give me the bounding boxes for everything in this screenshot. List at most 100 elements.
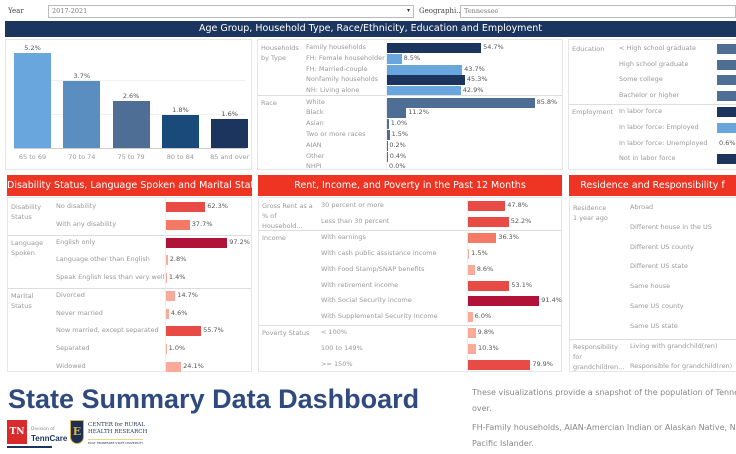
bar: [166, 326, 202, 337]
bar-value: 52.2%: [510, 216, 532, 225]
age-bar: [112, 100, 150, 148]
bar-value: 62.3%: [207, 202, 228, 210]
bar-value: 53.1%: [511, 280, 533, 289]
age-group-chart: 5.2% 65 to 69 3.7% 70 to 74 2.6% 75 to 79 1.8%…: [5, 39, 252, 170]
table-row: Separated 1.0%: [8, 343, 251, 355]
row-label: Never married: [56, 308, 103, 317]
bar-value: 24.1%: [183, 361, 204, 370]
row-label: Same US state: [630, 321, 678, 330]
age-category-label: 65 to 69: [18, 153, 47, 161]
table-row: Black 11.2%: [258, 107, 562, 119]
bar: [387, 140, 388, 151]
table-row: With any disability 37.7%: [8, 219, 251, 231]
row-label: Responsible for grandchild(ren): [630, 361, 733, 370]
bar-value: 0.6%: [719, 138, 736, 147]
section-divider: [570, 339, 736, 341]
bar: [468, 248, 470, 259]
bar: [468, 216, 509, 227]
geography-value: Tennessee: [464, 7, 499, 15]
table-row: 30 percent or more 47.8%: [259, 200, 561, 212]
bar: [166, 308, 169, 319]
table-row: < High school graduate: [569, 43, 736, 55]
section-divider: [569, 104, 736, 106]
table-row: Asian 1.0%: [258, 118, 562, 130]
bar-value: 42.9%: [462, 86, 484, 95]
table-row: Different US state: [570, 261, 736, 273]
section-label: Income: [262, 234, 286, 243]
row-label: NH: Living alone: [306, 86, 360, 95]
row-label: Family households: [306, 43, 366, 51]
row-label: White: [306, 97, 325, 106]
age-bar: [211, 118, 249, 148]
row-label: With retirement income: [321, 280, 399, 289]
bar: [387, 129, 390, 140]
row-label: Separated: [56, 344, 90, 352]
bar-value: 55.7%: [203, 326, 224, 335]
row-label: AIAN: [306, 140, 322, 149]
table-row: NHPI 0.0%: [258, 161, 562, 173]
section-divider: [259, 230, 561, 232]
bar: [717, 59, 736, 70]
bar-value: 1.4%: [168, 273, 186, 281]
tenncare-logo: TN Division of TennCare: [7, 420, 117, 450]
table-row: Family households 54.7%: [258, 42, 562, 54]
section-label: Disability Status: [11, 203, 42, 221]
residence-panel: Residence 1 year ago Abroad Different hous…: [569, 197, 736, 372]
row-label: With any disability: [56, 219, 117, 228]
table-row: Two or more races 1.5%: [258, 129, 562, 141]
bar-value: 8.6%: [476, 264, 494, 273]
row-label: < High school graduate: [619, 44, 696, 52]
row-label: In labor force: Employed: [619, 123, 699, 131]
description-text: These visualizations provide a snapshot …: [472, 388, 736, 413]
row-label: Same US county: [630, 302, 684, 310]
table-row: Now married, except separated 55.7%: [8, 325, 251, 337]
bar: [468, 296, 540, 307]
bar: [166, 255, 168, 266]
geography-input[interactable]: Tennessee: [460, 5, 736, 18]
table-row: In labor force: Unemployed 0.6%: [569, 138, 736, 150]
table-row: 100 to 149% 10.3%: [259, 343, 561, 355]
row-label: Widowed: [56, 361, 86, 370]
bar: [468, 344, 477, 355]
bar-value: 1.5%: [391, 129, 409, 138]
year-label: Year: [8, 7, 24, 15]
axis-line: [467, 198, 468, 371]
row-label: Some college: [619, 75, 663, 84]
table-row: Different house in the US: [570, 222, 736, 234]
row-label: Black: [306, 108, 324, 117]
rent-panel: Gross Rent as a % of Household... 30 perc…: [258, 197, 562, 372]
table-row: Different US county: [570, 242, 736, 254]
section-label: Gross Rent as a % of Household...: [262, 202, 313, 230]
bar-value: 2.8%: [169, 255, 187, 264]
table-row: Bachelor or higher: [569, 90, 736, 102]
section-label: Employment: [572, 108, 614, 117]
bar-value: 37.7%: [191, 219, 213, 228]
bar-value: 14.7%: [177, 291, 198, 300]
bar-value: 47.8%: [507, 201, 528, 209]
table-row: In labor force: [569, 106, 736, 118]
row-label: Now married, except separated: [56, 326, 159, 335]
bar: [468, 360, 531, 370]
row-label: 30 percent or more: [321, 201, 384, 209]
age-category-label: 70 to 74: [68, 153, 96, 161]
row-label: English only: [56, 237, 96, 246]
age-bar-label: 2.6%: [122, 91, 140, 100]
bar-value: 54.7%: [483, 43, 504, 51]
table-row: Nonfamily households 45.3%: [258, 74, 562, 86]
bar-value: 91.4%: [541, 296, 562, 305]
bar: [387, 43, 482, 53]
section-header-disability: Disability Status, Language Spoken and M…: [7, 175, 252, 196]
row-label: Other: [306, 151, 325, 160]
year-dropdown[interactable]: 2017-2021 ▾: [48, 5, 414, 18]
row-label: Less than 30 percent: [321, 216, 390, 225]
bar: [717, 154, 736, 165]
households-race-panel: Households by Type Family households 54.7%…: [257, 39, 563, 170]
table-row: >= 150% 79.9%: [259, 359, 561, 371]
bar-value: 4.6%: [170, 308, 188, 317]
table-row: English only 97.2%: [8, 237, 251, 249]
row-label: No disability: [56, 202, 97, 210]
table-row: Language other than English 2.8%: [8, 254, 251, 266]
table-row: With earnings 36.3%: [259, 232, 561, 244]
age-bar-label: 1.6%: [221, 109, 238, 118]
section-divider: [8, 288, 251, 290]
